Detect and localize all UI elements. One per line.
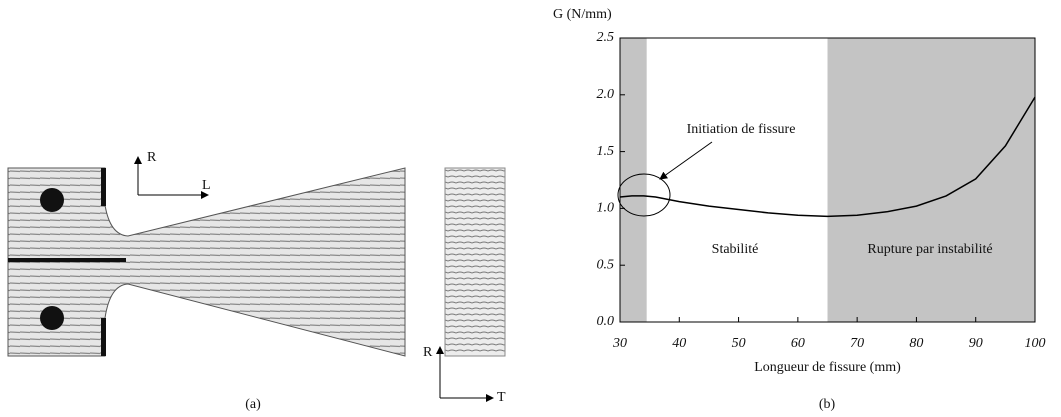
- specimen: R L R T (a): [7, 150, 506, 412]
- annotation: Initiation de fissure: [687, 122, 796, 137]
- axis-letter: R: [423, 345, 433, 360]
- plot-frame: [619, 37, 1036, 323]
- annotation: Rupture par instabilité: [867, 242, 992, 257]
- y-tick-label: 2.5: [597, 30, 615, 45]
- x-tick-label: 100: [1025, 336, 1046, 351]
- x-tick-label: 70: [850, 336, 864, 351]
- x-tick-label: 80: [909, 336, 923, 351]
- chart: 0.0 0.5 1.0 1.5 2.0 2.5 30 40 50 60 70 80 90 100 G (N/…: [553, 7, 1046, 412]
- y-tick-label: 1.5: [597, 144, 615, 159]
- x-tick-label: 60: [791, 336, 805, 351]
- axis-letter: T: [497, 390, 506, 405]
- axis-letter: R: [147, 150, 157, 165]
- y-tick-label: 1.0: [597, 201, 615, 216]
- x-tick-label: 40: [672, 336, 686, 351]
- shaded-region: [827, 38, 1035, 322]
- x-tick-label: 30: [612, 336, 627, 351]
- caption: (a): [245, 397, 261, 412]
- y-axis-label: G (N/mm): [553, 7, 612, 22]
- y-tick-label: 0.0: [597, 314, 615, 329]
- x-tick-label: 50: [732, 336, 746, 351]
- y-tick-label: 2.0: [597, 87, 615, 102]
- y-tick-label: 0.5: [597, 257, 615, 272]
- annotation-arrow: [659, 141, 713, 180]
- axis-letter: L: [202, 178, 211, 193]
- annotation: Stabilité: [712, 242, 759, 257]
- caption: (b): [819, 397, 836, 412]
- x-axis-label: Longueur de fissure (mm): [754, 360, 901, 375]
- shaded-region: [620, 38, 647, 322]
- highlight-circle: [617, 173, 671, 217]
- curve: [619, 96, 1036, 218]
- x-tick-label: 90: [969, 336, 983, 351]
